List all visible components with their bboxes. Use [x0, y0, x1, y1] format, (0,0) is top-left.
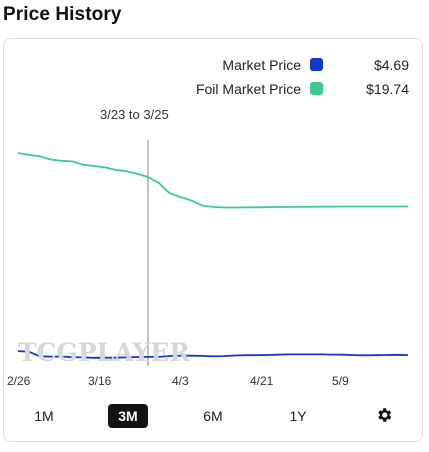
legend-foil-market-price-swatch — [310, 82, 323, 95]
legend-market-price-swatch — [310, 58, 323, 71]
gear-icon[interactable] — [375, 406, 393, 424]
legend-market-price: Market Price $4.69 — [0, 55, 423, 75]
price-history-card — [3, 38, 423, 442]
legend-market-price-value: $4.69 — [373, 57, 409, 73]
x-tick-label: 3/16 — [88, 374, 112, 388]
range-button-1m[interactable]: 1M — [34, 408, 54, 424]
x-tick-label: 2/26 — [7, 374, 31, 388]
legend-foil-market-price-value: $19.74 — [366, 81, 409, 97]
range-button-3m[interactable]: 3M — [108, 404, 148, 428]
legend-market-price-label: Market Price — [222, 57, 301, 73]
series-line-foil-market-price — [17, 152, 408, 209]
legend-foil-market-price-label: Foil Market Price — [195, 81, 301, 97]
time-range-selector: 1M 3M 6M 1Y — [0, 400, 429, 432]
x-tick-label: 4/21 — [250, 374, 274, 388]
tcgplayer-watermark: TCGPLAYER — [18, 338, 191, 367]
x-tick-label: 5/9 — [332, 374, 349, 388]
hover-range-label: 3/23 to 3/25 — [100, 107, 169, 122]
series-line-market-price — [17, 350, 409, 359]
range-button-1y[interactable]: 1Y — [289, 408, 307, 424]
page-title: Price History — [3, 4, 122, 25]
legend-foil-market-price: Foil Market Price $19.74 — [0, 79, 423, 99]
x-tick-label: 4/3 — [172, 374, 189, 388]
range-button-6m[interactable]: 6M — [203, 408, 223, 424]
